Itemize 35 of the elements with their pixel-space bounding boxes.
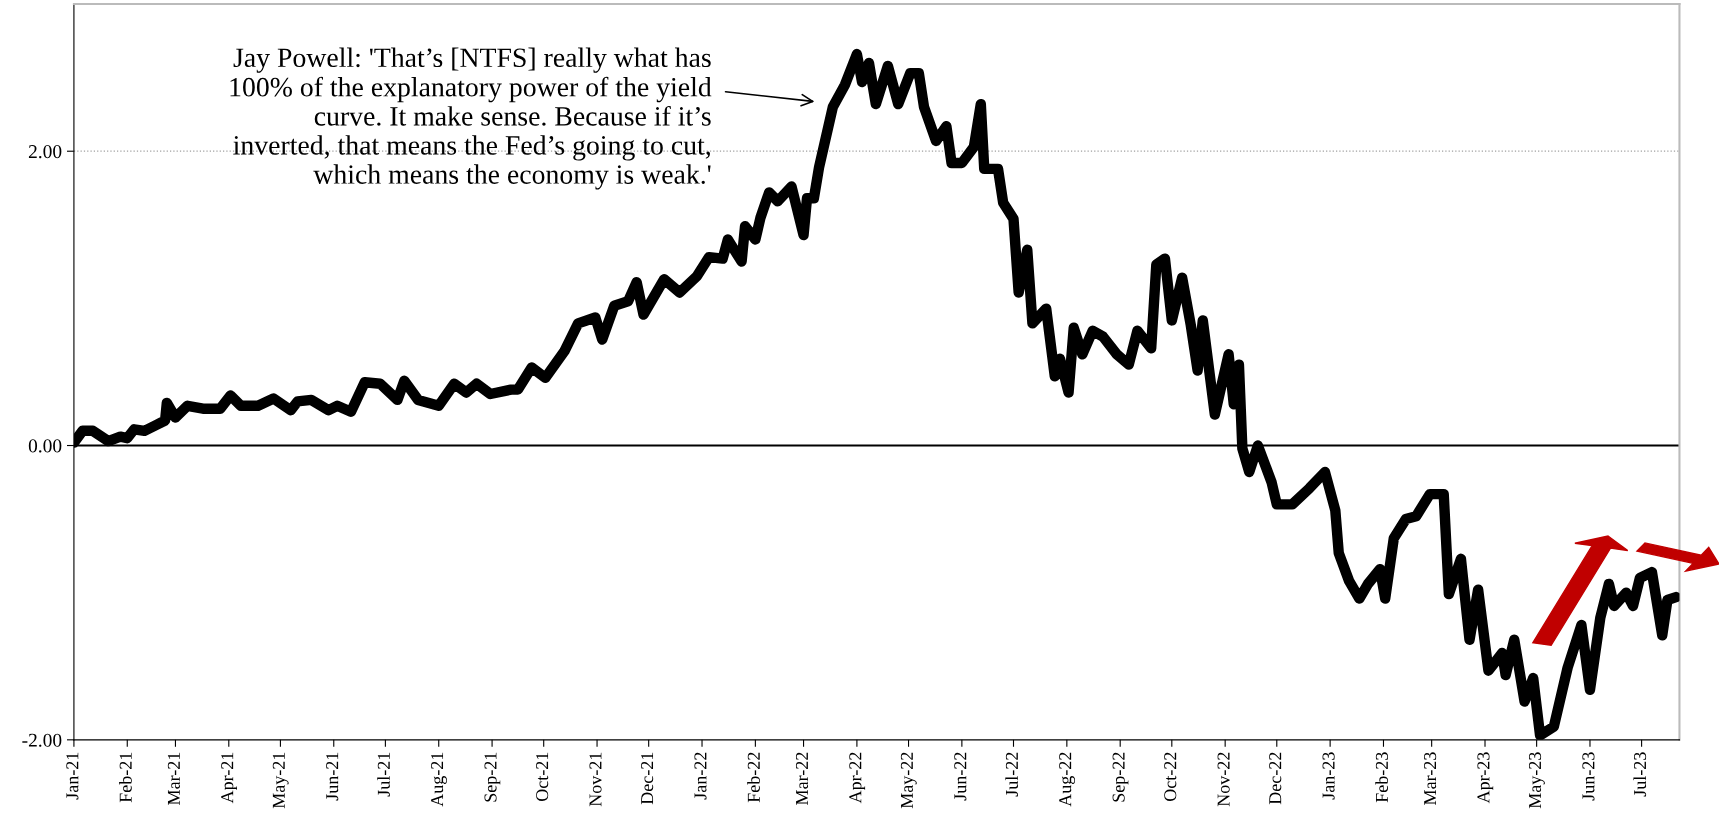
x-tick-label: Apr-22 <box>849 752 866 804</box>
x-tick-label: Sep-21 <box>484 752 501 802</box>
x-tick-label: Feb-22 <box>747 752 760 803</box>
x-tick-label: Mar-23 <box>1424 752 1437 805</box>
x-tick-label: Feb-21 <box>119 752 132 803</box>
y-tick-label: -2.00 <box>22 733 62 747</box>
x-tick-label: Jan-22 <box>694 752 707 800</box>
y-tick-label: 0.00 <box>28 439 62 453</box>
x-tick-label: Jan-21 <box>66 752 79 800</box>
x-tick-label: Dec-22 <box>1269 752 1282 805</box>
x-tick-label: Nov-22 <box>1217 752 1230 807</box>
x-tick-label: May-21 <box>272 752 289 809</box>
x-tick-label: Feb-23 <box>1375 752 1388 803</box>
x-tick-label: Apr-23 <box>1477 752 1494 804</box>
x-tick-label: Dec-21 <box>641 752 654 805</box>
x-tick-label: May-22 <box>900 752 917 809</box>
x-tick-label: Jul-23 <box>1633 752 1647 797</box>
x-tick-label: Jul-21 <box>377 752 390 797</box>
annotation: Jay Powell: 'That’s [NTFS] really what has 100% of the explanatory power of the yield curve. It make sense. Because if it’s inverted, that means the Fed’s going to cut, which means the economy is weak.' <box>230 47 712 190</box>
x-tick-label: Jun-21 <box>326 752 339 801</box>
x-tick-label: Oct-21 <box>536 752 549 802</box>
x-tick-label: Aug-21 <box>431 752 447 807</box>
x-tick-label: Mar-22 <box>795 752 809 805</box>
y-tick-label: 2.00 <box>28 145 62 159</box>
x-tick-label: Jun-23 <box>1582 752 1595 801</box>
x-tick-label: Oct-22 <box>1164 752 1177 802</box>
x-tick-label: May-23 <box>1528 752 1545 809</box>
x-tick-label: Apr-21 <box>221 752 237 804</box>
x-tick-label: Jul-22 <box>1005 752 1019 797</box>
x-tick-label: Aug-22 <box>1059 752 1076 807</box>
x-tick-label: Nov-21 <box>589 752 602 807</box>
x-tick-label: Mar-21 <box>167 752 180 805</box>
x-tick-label: Sep-22 <box>1112 752 1129 802</box>
x-tick-label: Jan-23 <box>1322 752 1335 800</box>
x-tick-label: Jun-22 <box>954 752 967 801</box>
